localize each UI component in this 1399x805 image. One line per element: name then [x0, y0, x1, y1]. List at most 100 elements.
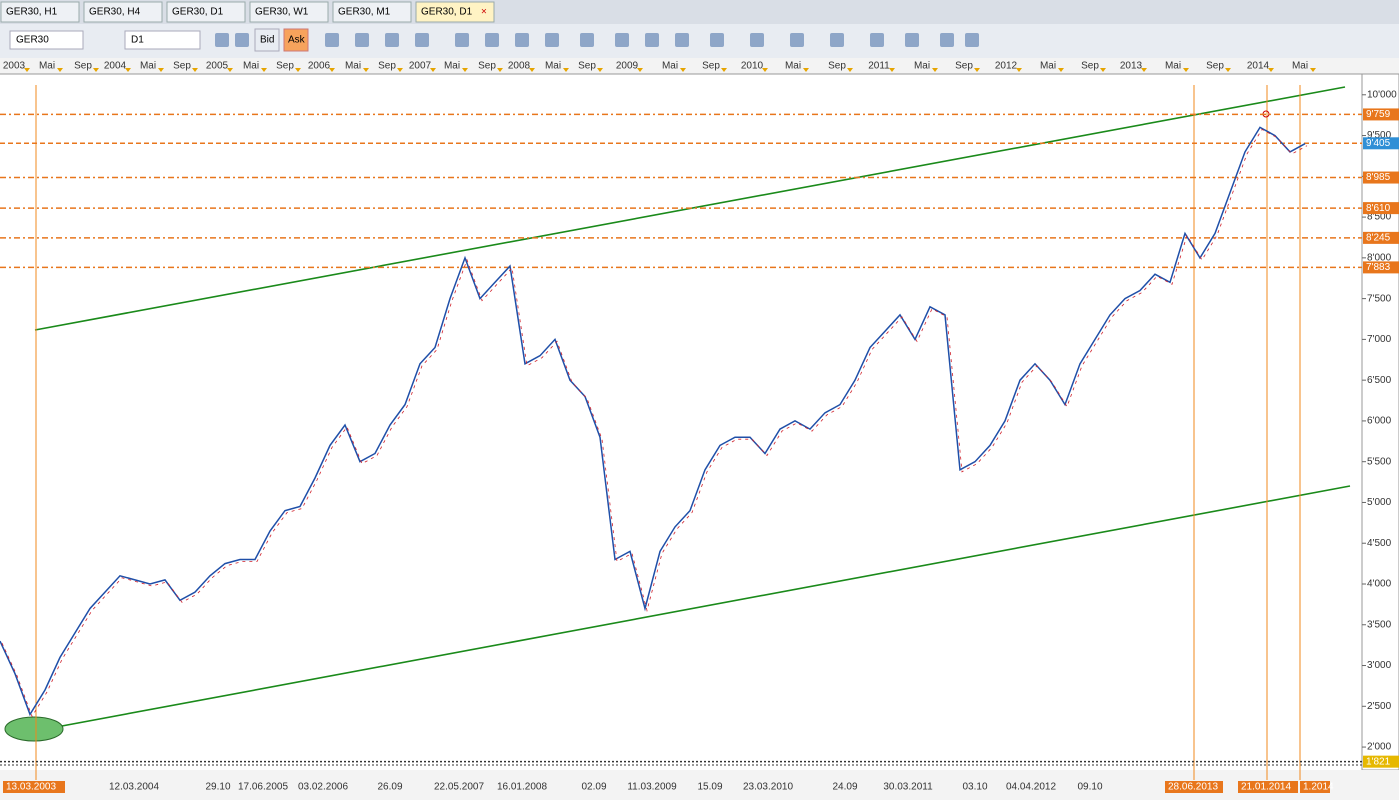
toolbar-icon[interactable] — [830, 33, 844, 47]
y-tick-label: 9'500 — [1367, 130, 1392, 141]
time-label-bottom: 24.09 — [832, 782, 857, 793]
tab[interactable] — [249, 1, 329, 23]
price-level-box — [1363, 171, 1399, 184]
toolbar-icon[interactable] — [645, 33, 659, 47]
y-tick-label: 6'000 — [1367, 416, 1392, 427]
toolbar-icon[interactable] — [750, 33, 764, 47]
price-level-box — [1363, 108, 1399, 121]
time-label-bottom: 09.10 — [1077, 782, 1102, 793]
marker-label: 1.2014 — [1303, 782, 1334, 793]
tab-label: GER30, W1 — [255, 7, 309, 18]
time-marker — [1310, 68, 1316, 72]
time-label-bottom: 11.03.2009 — [627, 782, 677, 793]
time-label-bottom: 29.10 — [205, 782, 230, 793]
toolbar-icon[interactable] — [905, 33, 919, 47]
time-marker — [803, 68, 809, 72]
toolbar-icon[interactable] — [415, 33, 429, 47]
tab-close: × — [481, 7, 487, 18]
time-label-top: Sep — [276, 61, 294, 72]
time-marker — [1016, 68, 1022, 72]
time-label-top: 2007 — [409, 61, 432, 72]
marker-label: 21.01.2014 — [1241, 782, 1291, 793]
tab[interactable] — [0, 1, 80, 23]
symbol-text: GER30 — [16, 35, 49, 46]
toolbar-icon[interactable] — [940, 33, 954, 47]
time-marker — [192, 68, 198, 72]
y-tick-label: 8'500 — [1367, 212, 1392, 223]
toolbar-icon[interactable] — [485, 33, 499, 47]
toolbar-icon[interactable] — [215, 33, 229, 47]
time-marker — [227, 68, 233, 72]
time-label-top: Mai — [1165, 61, 1181, 72]
ask-button[interactable] — [283, 28, 309, 52]
timeframe-select[interactable] — [124, 30, 201, 50]
time-label-bottom: 02.09 — [581, 782, 606, 793]
time-label-top: Sep — [1206, 61, 1224, 72]
time-label-top: Sep — [74, 61, 92, 72]
time-label-bottom: 12.03.2004 — [109, 782, 159, 793]
price-level-box — [1363, 231, 1399, 244]
trendline-lower[interactable] — [34, 485, 1351, 732]
time-label-top: 2014 — [1247, 61, 1270, 72]
marker-label-box — [1238, 781, 1298, 793]
y-tick-label: 3'500 — [1367, 619, 1392, 630]
toolbar-icon[interactable] — [455, 33, 469, 47]
y-tick-label: 7'500 — [1367, 293, 1392, 304]
price-level-label: 1'821 — [1366, 756, 1391, 767]
tab[interactable] — [166, 1, 246, 23]
tab[interactable] — [332, 1, 412, 23]
toolbar — [0, 24, 1399, 58]
time-marker — [1141, 68, 1147, 72]
tab-label: GER30, D1 — [172, 7, 224, 18]
time-marker — [462, 68, 468, 72]
time-label-bottom: 30.03.2011 — [883, 782, 933, 793]
price-level-label: 8'245 — [1366, 233, 1391, 244]
tab[interactable] — [83, 1, 163, 23]
time-marker — [889, 68, 895, 72]
toolbar-icon[interactable] — [545, 33, 559, 47]
symbol-select[interactable] — [9, 30, 84, 50]
time-marker — [563, 68, 569, 72]
time-label-bottom: 03.02.2006 — [298, 782, 348, 793]
time-label-top: Sep — [1081, 61, 1099, 72]
toolbar-icon[interactable] — [580, 33, 594, 47]
toolbar-icon[interactable] — [965, 33, 979, 47]
time-label-top: Mai — [1040, 61, 1056, 72]
time-marker — [430, 68, 436, 72]
time-label-bottom: 15.09 — [697, 782, 722, 793]
time-label-top: Sep — [578, 61, 596, 72]
price-level-box — [1363, 261, 1399, 274]
time-marker — [1225, 68, 1231, 72]
tab[interactable] — [415, 1, 495, 23]
time-label-top: 2004 — [104, 61, 127, 72]
price-level-label: 8'610 — [1366, 203, 1391, 214]
time-marker — [1183, 68, 1189, 72]
time-label-top: 2005 — [206, 61, 229, 72]
time-marker — [295, 68, 301, 72]
time-label-bottom: 16.01.2008 — [497, 782, 547, 793]
bid-button[interactable] — [254, 28, 280, 52]
toolbar-icon[interactable] — [870, 33, 884, 47]
time-marker — [932, 68, 938, 72]
toolbar-icon[interactable] — [385, 33, 399, 47]
time-label-bottom: 17.06.2005 — [238, 782, 288, 793]
time-marker — [762, 68, 768, 72]
time-label-top: 2010 — [741, 61, 764, 72]
ellipse-marker[interactable] — [4, 716, 64, 742]
toolbar-icon[interactable] — [515, 33, 529, 47]
toolbar-icon[interactable] — [355, 33, 369, 47]
time-label-top: 2009 — [616, 61, 639, 72]
tab-label: GER30, H4 — [89, 7, 141, 18]
toolbar-icon[interactable] — [235, 33, 249, 47]
marker-label: 13.03.2003 — [6, 782, 56, 793]
toolbar-icon[interactable] — [615, 33, 629, 47]
time-marker — [1100, 68, 1106, 72]
toolbar-icon[interactable] — [790, 33, 804, 47]
toolbar-icon[interactable] — [710, 33, 724, 47]
time-marker — [721, 68, 727, 72]
toolbar-icon[interactable] — [675, 33, 689, 47]
time-label-top: Mai — [662, 61, 678, 72]
time-marker — [1268, 68, 1274, 72]
toolbar-icon[interactable] — [325, 33, 339, 47]
time-label-top: 2003 — [3, 61, 26, 72]
